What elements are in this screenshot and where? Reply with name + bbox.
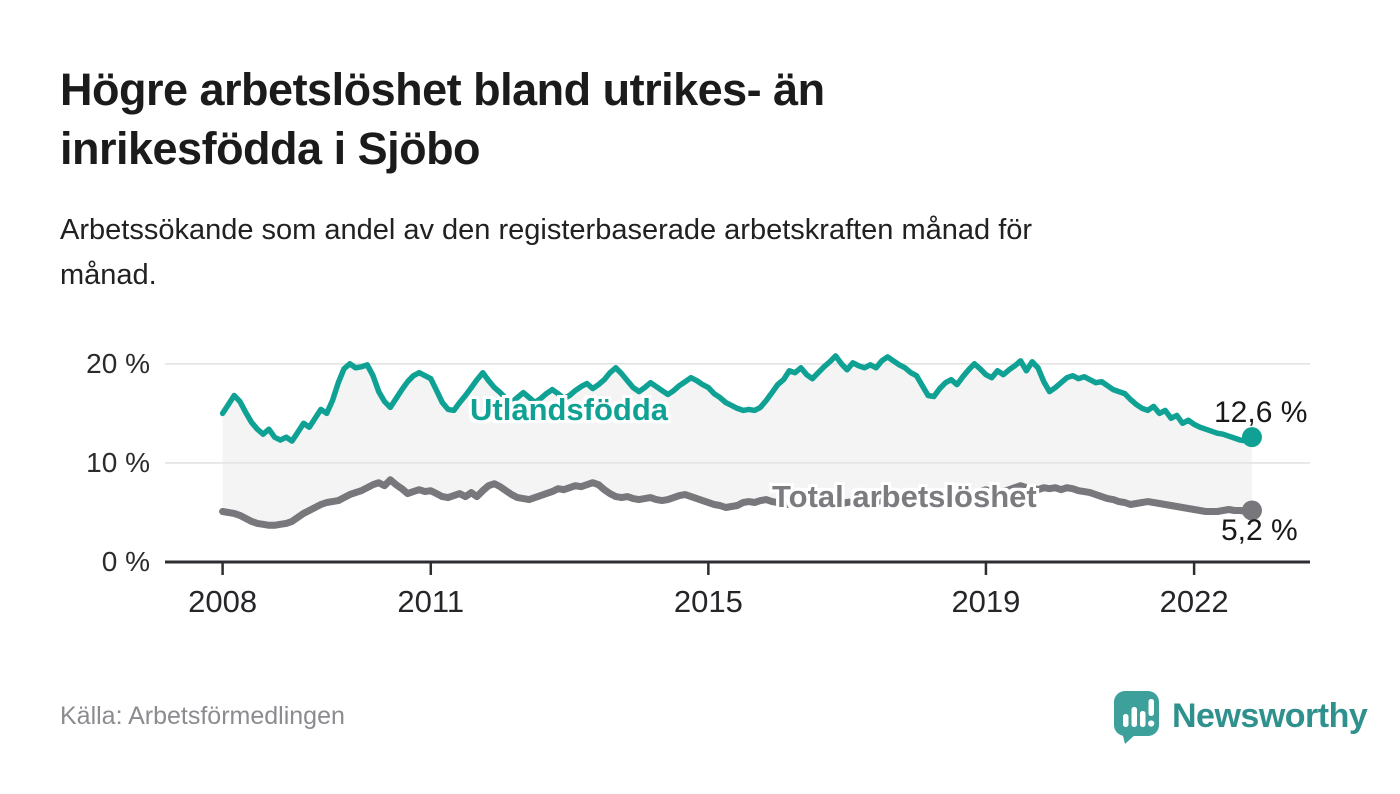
series-label-utlandsfodda: Utlandsfödda (470, 392, 669, 427)
speech-bubble-bar-chart-icon (1114, 691, 1159, 744)
total-arbetsloshet-line (219, 476, 1256, 529)
x-tick-label-2022: 2022 (1159, 584, 1229, 619)
page-title-line-2: inrikesfödda i Sjöbo (60, 123, 481, 174)
source-note: Källa: Arbetsförmedlingen (60, 702, 345, 730)
end-value-label-utlandsfodda: 12,6 % (1214, 396, 1308, 429)
page-title-line-1: Högre arbetslöshet bland utrikes- än (60, 64, 825, 115)
page-subtitle-line-2: månad. (60, 259, 157, 291)
fill-between-series (222, 355, 1252, 526)
newsworthy-logo: Newsworthy (1112, 688, 1368, 744)
y-tick-label-10: 10 % (86, 446, 150, 478)
x-tick-label-2015: 2015 (673, 584, 743, 619)
x-tick-label-2011: 2011 (397, 584, 465, 619)
end-value-label-total: 5,2 % (1221, 514, 1298, 547)
page-title: Högre arbetslöshet bland utrikes- än inr… (60, 60, 1120, 178)
y-tick-label-0: 0 % (101, 546, 150, 577)
page-subtitle-line-1: Arbetssökande som andel av den registerb… (60, 214, 1033, 246)
end-dot-utlandsfodda (1241, 427, 1262, 448)
utlandsfodda-line (219, 353, 1255, 444)
series-label-total-arbetsloshet: Total arbetslöshet (772, 479, 1037, 514)
y-tick-label-20: 20 % (86, 347, 150, 379)
x-tick-label-2019: 2019 (951, 584, 1021, 619)
brand-name: Newsworthy (1172, 697, 1368, 735)
x-tick-label-2008: 2008 (188, 584, 258, 619)
end-dot-total (1241, 500, 1262, 521)
page-subtitle: Arbetssökande som andel av den registerb… (60, 208, 1290, 298)
